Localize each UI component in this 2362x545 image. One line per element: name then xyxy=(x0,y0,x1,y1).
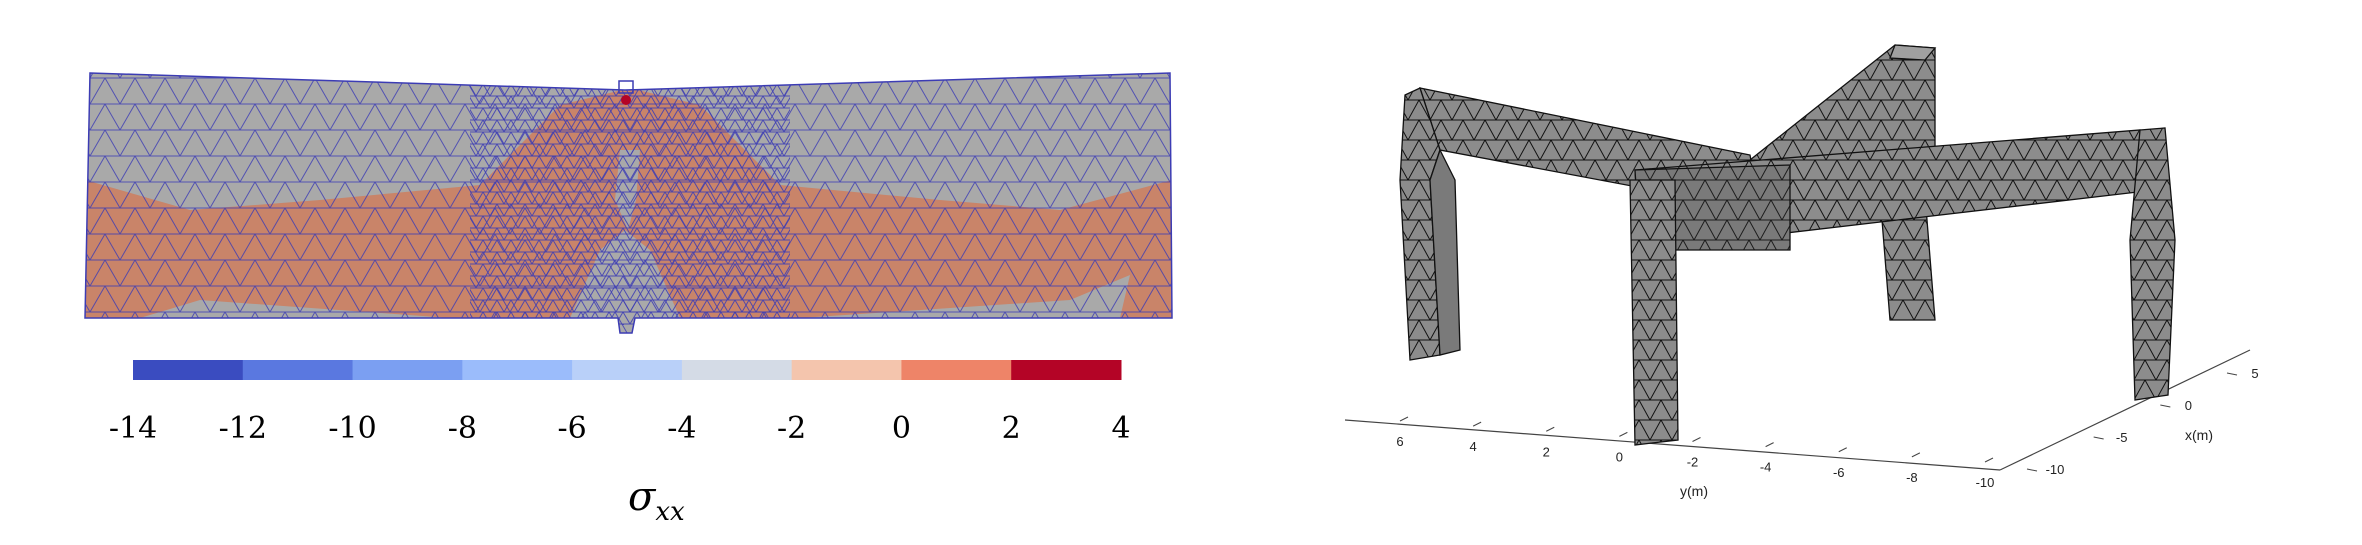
x-tick-mark xyxy=(2093,436,2104,440)
colorbar xyxy=(133,360,1122,380)
beam-body xyxy=(85,73,1172,333)
beam-outline xyxy=(84,72,1173,334)
colorbar-segment xyxy=(462,360,573,380)
y-axis-ticks: 6 4 2 0 -2 -4 -6 -8 -10 xyxy=(1396,416,1995,490)
colorbar-tick-label: 4 xyxy=(1111,411,1130,446)
colorbar-segment xyxy=(352,360,463,380)
colorbar-title-subscript: xx xyxy=(655,497,685,527)
colorbar-segment xyxy=(901,360,1012,380)
y-tick-label: 2 xyxy=(1543,444,1550,459)
right-column xyxy=(2129,127,2176,401)
colorbar-title-symbol: σ xyxy=(628,474,657,520)
refined-mesh xyxy=(470,75,790,325)
colorbar-segment xyxy=(791,360,902,380)
colorbar-segment xyxy=(242,360,354,380)
y-tick-mark xyxy=(1399,416,1409,422)
x-axis-line xyxy=(1999,349,2251,471)
colorbar-tick-label: -14 xyxy=(109,411,157,446)
y-tick-label: -4 xyxy=(1760,460,1772,475)
colorbar-tick-label: -4 xyxy=(667,411,696,446)
load-plate xyxy=(618,80,634,94)
y-tick-label: -10 xyxy=(1976,475,1995,490)
y-tick-label: 0 xyxy=(1616,449,1623,464)
y-tick-mark xyxy=(1472,421,1482,427)
stress-beam-plot xyxy=(84,72,1173,334)
x-axis-ticks: 5 0 -5 -10 xyxy=(2026,366,2259,477)
y-tick-mark xyxy=(1984,457,1994,463)
y-tick-mark xyxy=(1619,431,1628,437)
x-tick-label: 0 xyxy=(2185,398,2192,413)
colorbar-tick-label: 2 xyxy=(1002,411,1021,446)
y-tick-label: -2 xyxy=(1687,455,1699,470)
colorbar-tick-label: -8 xyxy=(448,411,477,446)
axes-3d xyxy=(1344,349,2251,471)
back-column xyxy=(1879,194,1936,321)
colorbar-segment xyxy=(1011,360,1122,380)
x-tick-mark xyxy=(2226,372,2238,376)
x-tick-mark xyxy=(2160,404,2171,408)
y-tick-mark xyxy=(1911,452,1921,458)
y-tick-mark xyxy=(1692,437,1701,442)
stress-peak-marker xyxy=(621,95,631,105)
x-axis-label: x(m) xyxy=(2185,427,2213,443)
colorbar-segment xyxy=(681,360,793,380)
y-tick-label: 6 xyxy=(1396,434,1403,449)
x-tick-label: -10 xyxy=(2046,462,2065,477)
colorbar-tick-label: -6 xyxy=(557,411,586,446)
y-axis-line xyxy=(1344,419,2001,471)
colorbar-segment xyxy=(572,360,683,380)
colorbar-tick-label: -12 xyxy=(219,411,267,446)
y-axis-label: y(m) xyxy=(1680,483,1708,499)
y-tick-label: -8 xyxy=(1906,470,1918,485)
colorbar-title: σxx xyxy=(628,474,685,527)
colorbar-tick-label: 0 xyxy=(892,411,911,446)
x-tick-label: -5 xyxy=(2116,430,2128,445)
y-tick-mark xyxy=(1765,442,1774,448)
y-tick-label: 4 xyxy=(1470,439,1477,454)
colorbar-segment xyxy=(133,360,244,380)
y-tick-label: -6 xyxy=(1833,465,1845,480)
frame-3d-plot: 6 4 2 0 -2 -4 -6 -8 -10 5 0 -5 -10 y(m) x(m) xyxy=(1344,44,2259,499)
colorbar-ticks: -14 -12 -10 -8 -6 -4 -2 0 2 4 xyxy=(109,411,1131,446)
front-column xyxy=(1629,179,1679,446)
y-tick-mark xyxy=(1546,426,1555,432)
x-tick-label: 5 xyxy=(2251,366,2258,381)
colorbar-tick-label: -2 xyxy=(777,411,806,446)
x-tick-mark xyxy=(2026,468,2038,472)
y-tick-mark xyxy=(1838,447,1847,453)
colorbar-tick-label: -10 xyxy=(328,411,376,446)
